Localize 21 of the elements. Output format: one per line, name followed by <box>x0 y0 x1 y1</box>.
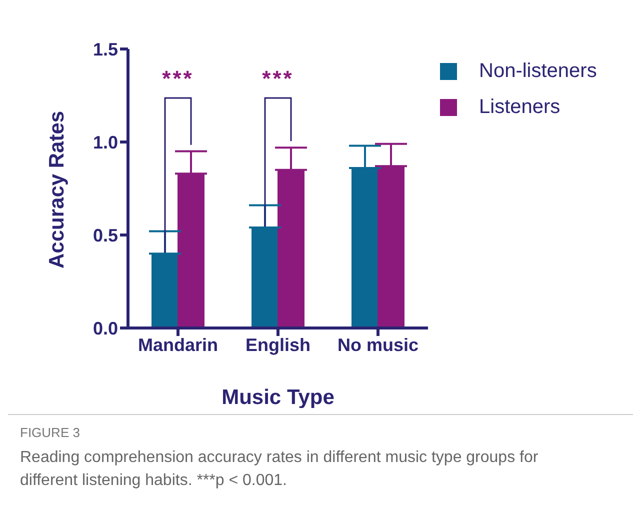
legend-label: Listeners <box>479 96 560 118</box>
legend-label: Non-listeners <box>479 60 597 82</box>
caption: FIGURE 3 <box>20 425 81 440</box>
y-tick-label: 1.0 <box>92 132 118 152</box>
text: Reading comprehension accuracy rates in different music type groups for different listening habits. ***p < 0.001. <box>20 448 540 491</box>
y-tick-label: 0.5 <box>92 225 118 246</box>
bar <box>178 173 204 328</box>
y-tick-label: 0.0 <box>92 318 118 338</box>
x-tick-label: English <box>245 334 311 355</box>
bar <box>278 169 304 328</box>
y-axis-title: Accuracy Rates <box>45 110 68 268</box>
bar <box>252 227 278 328</box>
bar <box>352 168 378 328</box>
x-tick-label: No music <box>337 334 419 355</box>
annotation: *** <box>261 66 295 92</box>
bar <box>152 253 178 328</box>
y-tick-label: 1.5 <box>92 39 118 60</box>
x-axis-title: Music Type <box>222 386 334 409</box>
x-tick-label: Mandarin <box>138 334 218 355</box>
annotation: *** <box>161 66 195 92</box>
bar <box>378 166 404 328</box>
